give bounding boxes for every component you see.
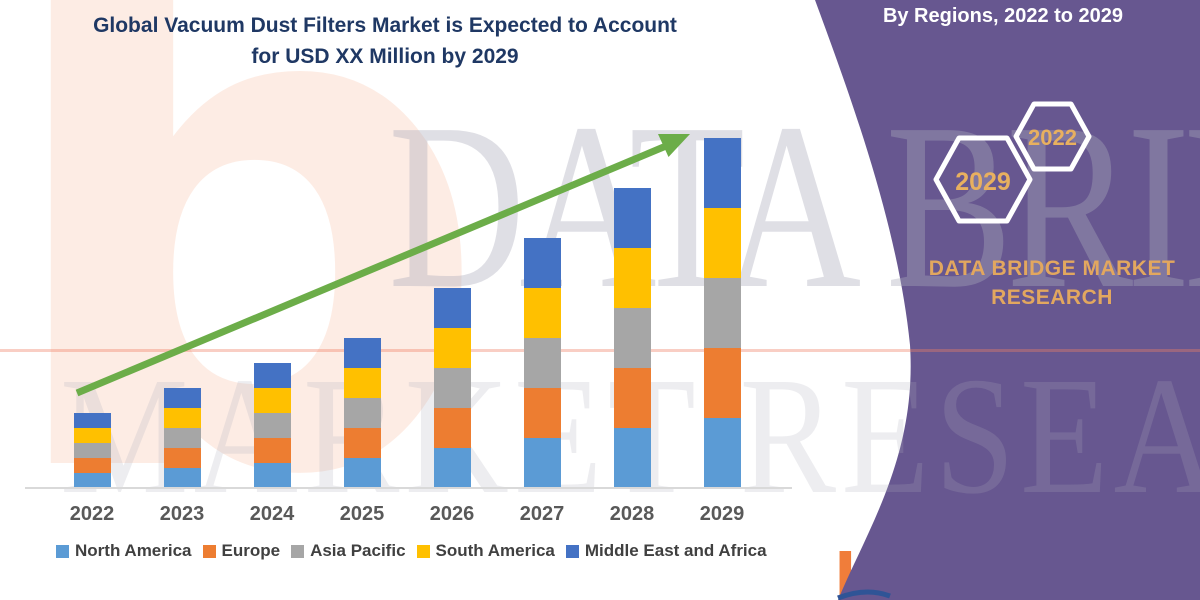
bar-segment-2027-europe	[523, 388, 561, 438]
legend-label: North America	[75, 541, 192, 560]
legend-item-south-america: South America	[416, 541, 555, 561]
x-axis-label-2022: 2022	[69, 503, 115, 525]
legend-marker-icon	[416, 544, 430, 558]
legend-label: Asia Pacific	[310, 541, 406, 560]
bar-segment-2024-europe	[253, 438, 291, 463]
legend-item-north-america: North America	[56, 541, 192, 561]
legend-item-europe: Europe	[202, 541, 281, 561]
bar-segment-2023-north-america	[163, 468, 201, 488]
bar-segment-2022-middle-east-and-africa	[73, 413, 111, 428]
stacked-bar-2022	[73, 413, 111, 488]
bar-segment-2029-south-america	[703, 208, 741, 278]
chart-title-line2: for USD XX Million by 2029	[251, 45, 519, 68]
bar-segment-2023-asia-pacific	[163, 428, 201, 448]
swoosh-curve	[837, 589, 891, 600]
chart-title: Global Vacuum Dust Filters Market is Exp…	[35, 10, 735, 72]
bar-segment-2026-north-america	[433, 448, 471, 488]
brand-name-line2: RESEARCH	[991, 286, 1113, 309]
legend-label: South America	[435, 541, 555, 560]
legend-marker-icon	[56, 544, 69, 558]
x-axis-label-2023: 2023	[159, 503, 205, 525]
x-axis-label-2025: 2025	[339, 503, 385, 525]
x-axis-label-2029: 2029	[699, 503, 745, 525]
side-panel-shape	[815, 0, 1200, 600]
bar-segment-2029-middle-east-and-africa	[703, 138, 741, 208]
brand-name-line1: DATA BRIDGE MARKET	[928, 257, 1176, 280]
bar-segment-2024-asia-pacific	[253, 413, 291, 438]
legend-label: Middle East and Africa	[584, 541, 767, 560]
bar-segment-2029-north-america	[703, 418, 741, 488]
hexagon-2022-label: 2022	[1028, 125, 1077, 150]
bar-segment-2025-europe	[343, 428, 381, 458]
chart-legend: North America Europe Asia Pacific South Ame…	[56, 541, 767, 561]
x-axis-label-2026: 2026	[429, 503, 475, 525]
legend-marker-icon	[291, 544, 305, 558]
x-axis-label-2028: 2028	[609, 503, 655, 525]
bar-segment-2029-europe	[703, 348, 741, 418]
brand-name: DATA BRIDGE MARKET RESEARCH	[911, 254, 1193, 312]
legend-marker-icon	[565, 544, 579, 558]
stacked-bar-2029	[703, 138, 741, 488]
legend-item-middle-east-and-africa: Middle East and Africa	[565, 541, 767, 561]
bar-segment-2022-asia-pacific	[73, 443, 111, 458]
chart-title-line1: Global Vacuum Dust Filters Market is Exp…	[93, 14, 677, 37]
side-panel-heading: By Regions, 2022 to 2029	[882, 5, 1124, 27]
bar-segment-2023-south-america	[163, 408, 201, 428]
bar-segment-2025-north-america	[343, 458, 381, 488]
x-axis-label-2027: 2027	[519, 503, 565, 525]
bar-segment-2028-north-america	[613, 428, 651, 488]
hexagon-2029	[933, 135, 1033, 224]
bar-segment-2022-south-america	[73, 428, 111, 443]
x-axis-line	[25, 487, 792, 489]
bar-segment-2023-europe	[163, 448, 201, 468]
bar-segment-2022-north-america	[73, 473, 111, 488]
hexagon-2029-label: 2029	[955, 168, 1011, 196]
bar-segment-2027-north-america	[523, 438, 561, 488]
stacked-bar-2023	[163, 388, 201, 488]
x-axis-label-2024: 2024	[249, 503, 295, 525]
hexagon-2022	[1013, 101, 1092, 172]
legend-item-asia-pacific: Asia Pacific	[291, 541, 406, 561]
legend-marker-icon	[202, 544, 216, 558]
bar-segment-2024-north-america	[253, 463, 291, 488]
bar-segment-2026-europe	[433, 408, 471, 448]
bar-segment-2029-asia-pacific	[703, 278, 741, 348]
bar-segment-2022-europe	[73, 458, 111, 473]
bar-segment-2025-asia-pacific	[343, 398, 381, 428]
legend-label: Europe	[221, 541, 281, 560]
